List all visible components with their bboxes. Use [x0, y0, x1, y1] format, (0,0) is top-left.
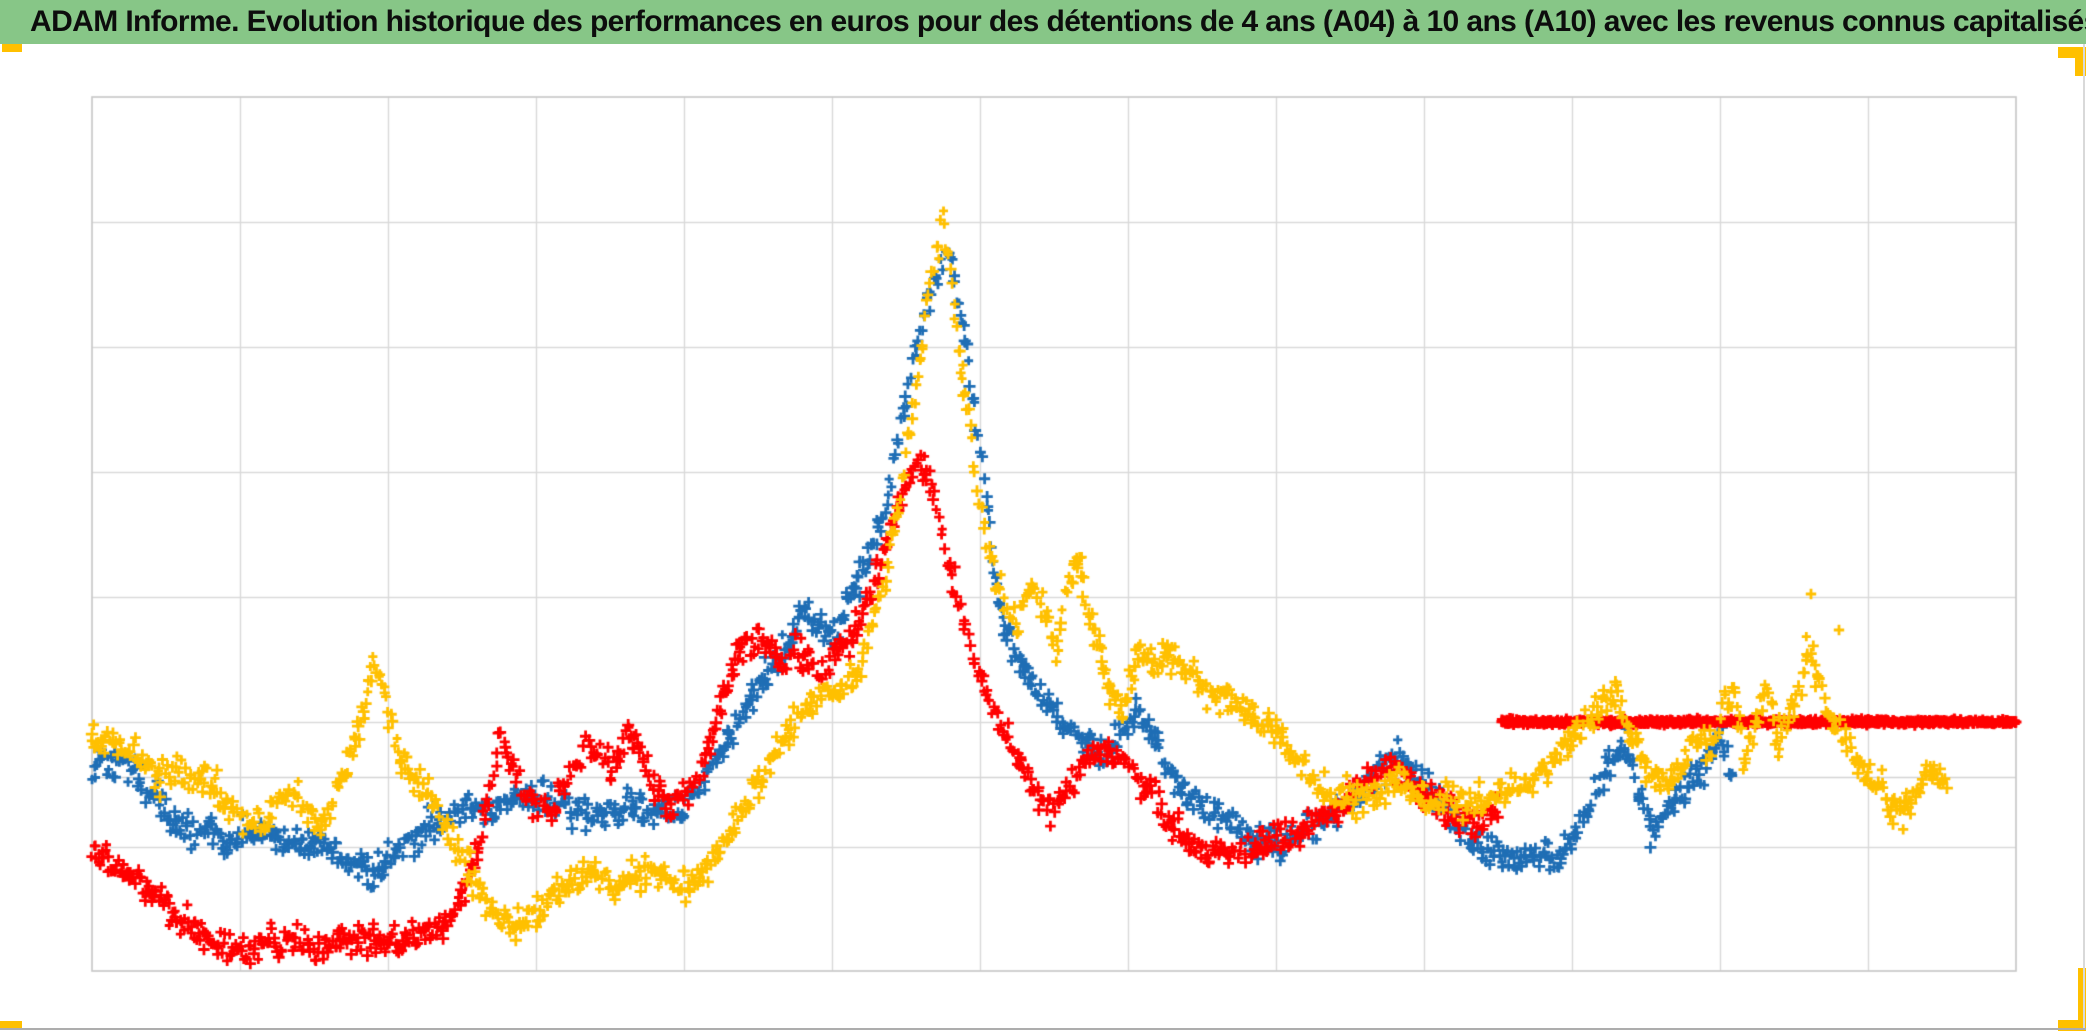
scatter-chart-canvas	[0, 0, 2086, 1031]
page: ADAM Informe. Evolution historique des p…	[0, 0, 2086, 1031]
